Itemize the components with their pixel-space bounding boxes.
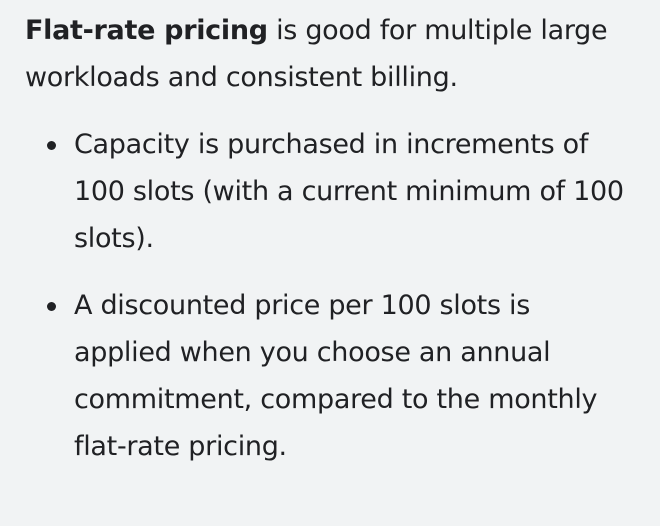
list-item-text: A discounted price per 100 slots is appl… [74, 290, 598, 462]
intro-text: is good for multiple large workloads and… [25, 15, 608, 93]
bullet-icon [47, 302, 56, 311]
pricing-content: Flat-rate pricing is good for multiple l… [25, 0, 645, 490]
intro-paragraph: Flat-rate pricing is good for multiple l… [25, 0, 635, 101]
list-item: A discounted price per 100 slots is appl… [25, 282, 634, 470]
intro-bold-term: Flat-rate pricing [25, 15, 268, 46]
list-item: Capacity is purchased in increments of 1… [25, 121, 634, 262]
pricing-points-list: Capacity is purchased in increments of 1… [25, 121, 645, 470]
bullet-icon [47, 141, 56, 150]
list-item-text: Capacity is purchased in increments of 1… [74, 129, 624, 254]
